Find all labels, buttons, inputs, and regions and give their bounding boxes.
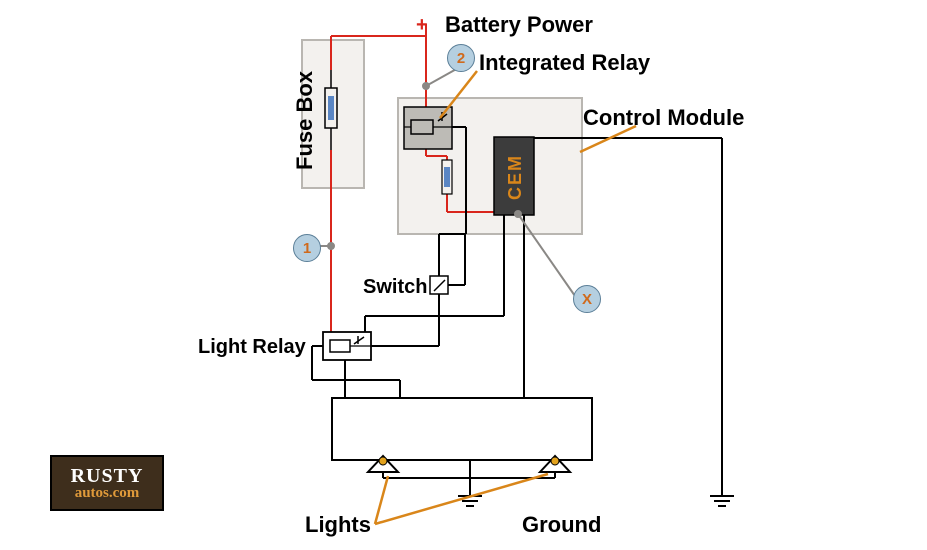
logo-line1: RUSTY bbox=[71, 466, 144, 486]
label-battery-power: Battery Power bbox=[445, 12, 593, 38]
label-switch: Switch bbox=[363, 276, 427, 299]
label-fuse-box: Fuse Box bbox=[292, 71, 318, 170]
light-bar bbox=[332, 398, 592, 460]
logo: RUSTY autos.com bbox=[50, 455, 164, 511]
badge-2-text: 2 bbox=[457, 50, 465, 67]
ground-2 bbox=[710, 496, 734, 506]
label-control-module: Control Module bbox=[583, 105, 744, 131]
diagram-stage: { "canvas": {"w": 927, "h": 550, "bg": "… bbox=[0, 0, 927, 550]
label-lights: Lights bbox=[305, 512, 371, 538]
label-integrated-relay: Integrated Relay bbox=[479, 50, 650, 76]
label-ground: Ground bbox=[522, 512, 601, 538]
label-light-relay: Light Relay bbox=[198, 336, 306, 359]
plus-symbol: + bbox=[416, 14, 428, 37]
badge-1: 1 bbox=[293, 234, 321, 262]
logo-line2: autos.com bbox=[75, 486, 140, 501]
badge-x-text: X bbox=[582, 291, 592, 308]
switch bbox=[430, 276, 448, 294]
badge-1-text: 1 bbox=[303, 240, 311, 257]
badge-x: X bbox=[573, 285, 601, 313]
light-relay bbox=[323, 332, 371, 360]
badge-2: 2 bbox=[447, 44, 475, 72]
label-cem: CEM bbox=[505, 154, 526, 200]
